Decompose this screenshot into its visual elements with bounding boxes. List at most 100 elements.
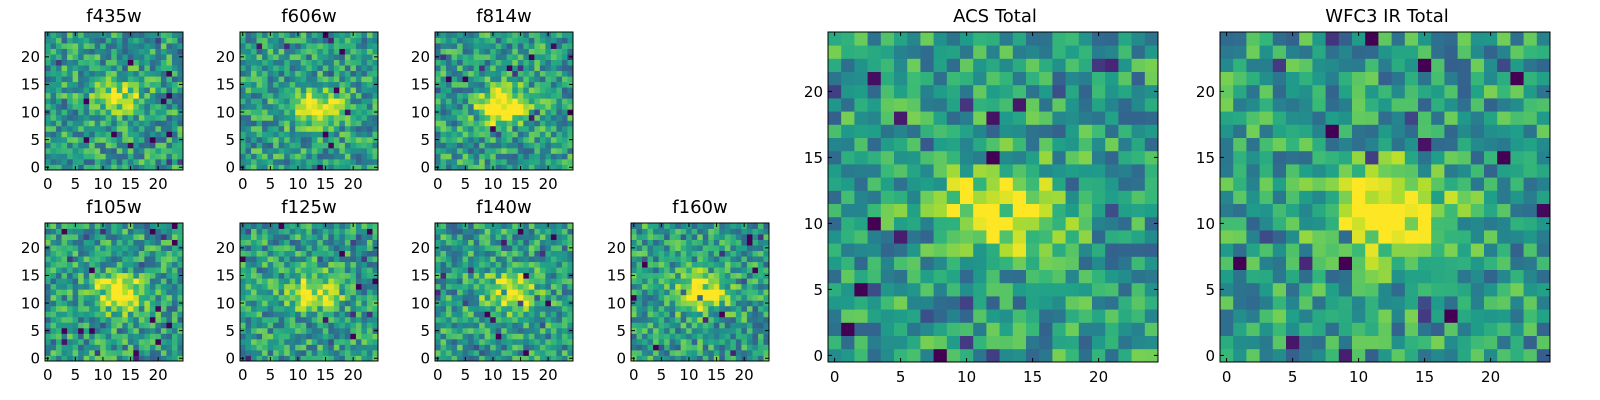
heatmap-cell	[1131, 177, 1146, 191]
heatmap-cell	[160, 158, 167, 165]
heatmap-cell	[697, 322, 704, 329]
heatmap-cell	[289, 294, 296, 301]
heatmap-cell	[880, 309, 895, 323]
heatmap-cell	[1039, 269, 1053, 284]
heatmap-cell	[713, 322, 720, 329]
heatmap-cell	[724, 289, 731, 296]
heatmap-cell	[133, 114, 140, 121]
heatmap-cell	[366, 54, 373, 60]
heatmap-cell	[295, 120, 302, 127]
heatmap-cell	[89, 76, 96, 83]
heatmap-cell	[484, 223, 491, 229]
heatmap-cell	[144, 333, 151, 340]
heatmap-cell	[361, 131, 368, 138]
heatmap-cell	[317, 272, 324, 279]
heatmap-cell	[273, 267, 280, 274]
heatmap-cell	[89, 349, 96, 356]
heatmap-cell	[534, 322, 541, 329]
heatmap-cell	[56, 223, 62, 229]
heatmap-cell	[528, 43, 535, 49]
heatmap-cell	[1065, 230, 1080, 244]
heatmap-cell	[435, 87, 441, 94]
heatmap-cell	[284, 305, 291, 312]
heatmap-cell	[251, 92, 257, 99]
heatmap-cell	[708, 338, 715, 345]
heatmap-cell	[317, 37, 324, 44]
heatmap-cell	[490, 70, 497, 77]
heatmap-cell	[545, 120, 552, 127]
heatmap-cell	[251, 267, 257, 274]
heatmap-cell	[484, 109, 491, 116]
heatmap-cell	[473, 355, 480, 362]
heatmap-cell	[284, 344, 291, 351]
heatmap-cell	[256, 125, 263, 132]
heatmap-cell	[495, 43, 502, 49]
heatmap-cell	[171, 239, 178, 246]
heatmap-cell	[512, 333, 519, 340]
heatmap-cell	[757, 300, 764, 307]
heatmap-cell	[171, 283, 178, 290]
heatmap-cell	[149, 147, 156, 154]
heatmap-cell	[127, 43, 134, 49]
heatmap-cell	[653, 311, 659, 318]
heatmap-cell	[361, 305, 368, 312]
heatmap-cell	[763, 228, 770, 235]
heatmap-cell	[828, 243, 842, 257]
heatmap-cell	[567, 65, 574, 72]
heatmap-cell	[89, 338, 96, 345]
heatmap-cell	[355, 239, 362, 246]
heatmap-cell	[561, 48, 568, 55]
heatmap-cell	[1144, 190, 1159, 204]
heatmap-cell	[907, 335, 921, 350]
panel-f160w: f160w 0 5 10 15 20 0 5 10 15 20	[607, 191, 780, 384]
heatmap-cell	[495, 98, 502, 105]
heatmap-cell	[267, 81, 274, 88]
heatmap-cell	[713, 256, 720, 263]
heatmap-cell	[240, 322, 246, 329]
heatmap-cell	[495, 37, 502, 44]
heatmap-cell	[138, 65, 145, 72]
heatmap-cell	[240, 256, 246, 263]
heatmap-cell	[752, 228, 759, 235]
heatmap-cell	[763, 311, 770, 318]
heatmap-cell	[484, 305, 491, 312]
heatmap-cell	[322, 294, 329, 301]
heatmap-cell	[45, 349, 51, 356]
heatmap-cell	[339, 76, 346, 83]
heatmap-cell	[78, 32, 85, 38]
heatmap-cell	[735, 305, 742, 312]
heatmap-cell	[83, 147, 90, 154]
heatmap-cell	[56, 87, 62, 94]
heatmap-cell	[946, 322, 961, 336]
heatmap-cell	[361, 70, 368, 77]
heatmap-cell	[828, 309, 842, 323]
heatmap-cell	[295, 300, 302, 307]
heatmap-cell	[111, 267, 118, 274]
heatmap-cell	[462, 87, 469, 94]
heatmap-cell	[366, 228, 373, 235]
heatmap-cell	[457, 125, 463, 132]
heatmap-cell	[116, 338, 123, 345]
heatmap-cell	[361, 109, 368, 116]
heatmap-cell	[61, 32, 68, 38]
heatmap-cell	[664, 311, 671, 318]
heatmap-cell	[366, 267, 373, 274]
heatmap-cell	[311, 65, 318, 72]
heatmap-cell	[78, 87, 85, 94]
heatmap-cell	[245, 344, 252, 351]
heatmap-cell	[344, 294, 351, 301]
heatmap-cell	[567, 228, 574, 235]
heatmap-cell	[245, 158, 252, 165]
heatmap-cell	[155, 344, 162, 351]
heatmap-cell	[746, 344, 753, 351]
heatmap-cell	[506, 344, 513, 351]
heatmap-cell	[89, 278, 96, 285]
heatmap-cell	[94, 278, 101, 285]
heatmap-cell	[94, 228, 101, 235]
heatmap-cell	[144, 153, 151, 160]
heatmap-cell	[484, 349, 491, 356]
heatmap-cell	[757, 234, 764, 240]
heatmap-cell	[144, 65, 151, 72]
heatmap-cell	[545, 70, 552, 77]
heatmap-cell	[561, 316, 568, 323]
